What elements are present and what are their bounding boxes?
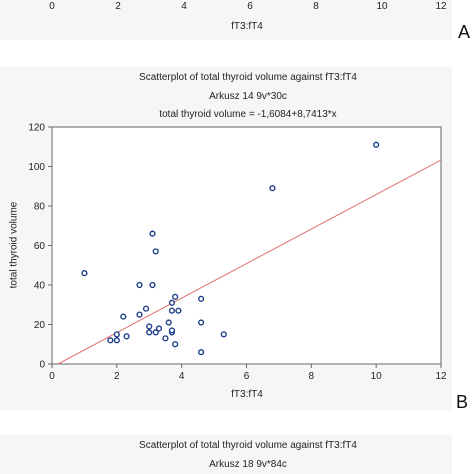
data-point (146, 329, 153, 336)
data-point (149, 230, 156, 237)
x-tick-label: 6 (244, 371, 250, 382)
bottom-chart-title: Scatterplot of total thyroid volume agai… (139, 440, 357, 451)
panel-a-x-tick: 0 (49, 1, 55, 12)
y-tick-label: 60 (34, 241, 46, 252)
data-point (149, 281, 156, 289)
panel-a-x-tick: 12 (435, 1, 447, 12)
panel-b-letter: B (456, 392, 469, 412)
data-point (152, 248, 159, 255)
data-point (113, 331, 120, 338)
panel-a-x-tick: 2 (115, 1, 121, 12)
y-tick-label: 0 (39, 360, 45, 371)
data-point (142, 305, 150, 312)
x-tick-label: 8 (309, 371, 315, 382)
panel-a-x-axis-label: fT3:fT4 (231, 21, 263, 32)
data-point (155, 325, 163, 332)
x-tick-label: 0 (49, 371, 55, 382)
panel-a-background (0, 0, 452, 40)
data-point (220, 331, 227, 338)
data-point (146, 323, 153, 330)
data-point (152, 329, 159, 336)
data-point (107, 337, 114, 344)
regression-line (57, 159, 442, 365)
y-tick-label: 20 (34, 320, 46, 331)
chart-subtitle: Arkusz 14 9v*30c (209, 91, 287, 102)
data-point (136, 311, 143, 318)
panel-a-letter: A (458, 22, 471, 42)
panel-a-x-tick: 8 (313, 1, 319, 12)
data-point (168, 327, 176, 334)
data-point (168, 307, 176, 314)
x-tick-label: 10 (371, 371, 383, 382)
data-point (162, 335, 169, 342)
data-point (81, 270, 88, 277)
y-tick-label: 80 (34, 202, 46, 213)
data-point (198, 295, 205, 302)
data-point (113, 337, 120, 344)
data-point (172, 293, 179, 300)
data-point (198, 319, 205, 326)
bottom-panel-background (0, 434, 452, 474)
y-tick-label: 120 (28, 123, 45, 134)
x-tick-label: 2 (114, 371, 120, 382)
data-point (136, 281, 143, 289)
x-axis-label: fT3:fT4 (231, 389, 263, 400)
data-point (123, 333, 130, 340)
plot-area (51, 126, 442, 365)
panel-a-x-tick: 10 (376, 1, 388, 12)
data-point (168, 299, 176, 306)
panel-a-x-tick: 6 (247, 1, 253, 12)
panel-a-x-tick: 4 (181, 1, 187, 12)
x-tick-label: 12 (435, 371, 447, 382)
data-point (198, 349, 205, 356)
data-point (120, 313, 127, 320)
chart-title: Scatterplot of total thyroid volume agai… (139, 72, 357, 83)
regression-equation: total thyroid volume = -1,6084+8,7413*x (159, 109, 337, 120)
bottom-chart-subtitle: Arkusz 18 9v*84c (209, 459, 287, 470)
x-tick-label: 4 (179, 371, 185, 382)
y-tick-label: 100 (28, 162, 45, 173)
data-point (269, 185, 276, 192)
y-tick-label: 40 (34, 281, 46, 292)
data-point (175, 307, 182, 314)
data-point (172, 341, 179, 348)
data-point (165, 319, 172, 326)
data-point (373, 141, 380, 148)
